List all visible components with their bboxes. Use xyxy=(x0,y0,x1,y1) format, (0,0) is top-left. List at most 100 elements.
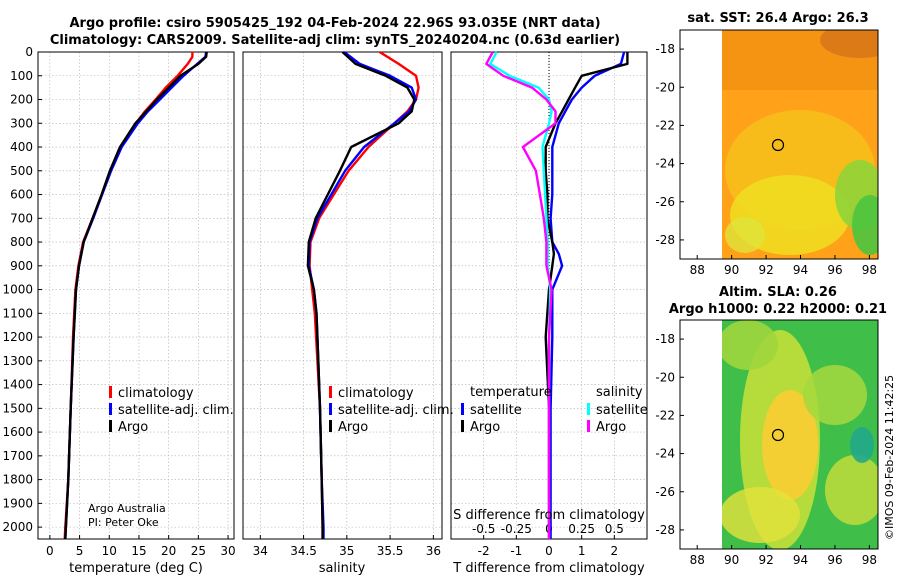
map-y-tick-label: -28 xyxy=(655,233,675,247)
s-difference-tick-label: -0.25 xyxy=(501,522,532,536)
temperature-axes-frame xyxy=(37,51,235,540)
legend-climatology: climatology xyxy=(118,386,194,401)
temperature-legend: climatology satellite-adj. clim. Argo xyxy=(109,386,234,435)
map-x-tick-label: 90 xyxy=(724,263,739,277)
map-x-tick-label: 90 xyxy=(724,553,739,567)
sla-map-field xyxy=(722,320,878,549)
sla-argo-location-marker xyxy=(771,428,785,442)
sal-legend-argo-swatch xyxy=(329,420,332,432)
map-y-tick-label: -20 xyxy=(655,370,675,384)
legend-satellite-swatch xyxy=(109,403,112,415)
diff-legend-argo-s: Argo xyxy=(596,420,626,435)
depth-tick-label: 200 xyxy=(10,93,33,107)
depth-tick-label: 600 xyxy=(10,188,33,202)
x-tick-label: 0 xyxy=(46,544,54,558)
depth-tick-label: 1000 xyxy=(2,283,33,297)
t-difference-xlabel: T difference from climatology xyxy=(452,561,645,576)
diff-legend-argo-t: Argo xyxy=(470,420,500,435)
salinity-gridlines xyxy=(243,51,442,539)
depth-tick-label: 1500 xyxy=(2,401,33,415)
x-tick-label: 25 xyxy=(191,544,206,558)
map-y-tick-label: -20 xyxy=(655,80,675,94)
map-x-tick-label: 92 xyxy=(758,553,773,567)
depth-tick-label: 800 xyxy=(10,235,33,249)
diff-legend-sat-t-swatch xyxy=(461,403,464,415)
sla-field-east xyxy=(803,365,867,425)
x-tick-label: -1 xyxy=(510,544,522,558)
x-tick-label: 35 xyxy=(339,544,354,558)
sla-map-tick-labels: 88 90 92 94 96 98 -18 -20 -22 -24 -26 -28 xyxy=(655,332,877,567)
series-line-satellite-t-diff xyxy=(549,51,626,539)
sla-map-frame xyxy=(679,319,879,550)
x-tick-label: -2 xyxy=(478,544,490,558)
x-tick-label: 0 xyxy=(545,544,553,558)
series-line-satellite-adj-clim- xyxy=(64,51,208,540)
depth-tick-label: 1200 xyxy=(2,330,33,344)
depth-tick-label: 1900 xyxy=(2,496,33,510)
map-x-tick-label: 88 xyxy=(690,263,705,277)
depth-tick-label: 1100 xyxy=(2,306,33,320)
diff-legend-temperature-heading: temperature xyxy=(470,385,552,400)
diff-legend-sat-s-swatch xyxy=(587,403,590,415)
x-tick-label: 20 xyxy=(161,544,176,558)
x-tick-label: 10 xyxy=(102,544,117,558)
series-line-argo xyxy=(306,51,416,539)
depth-tick-label: 1400 xyxy=(2,378,33,392)
depth-tick-label: 1300 xyxy=(2,354,33,368)
x-tick-label: 1 xyxy=(578,544,586,558)
legend-satellite: satellite-adj. clim. xyxy=(118,403,234,418)
legend-climatology-swatch xyxy=(109,386,112,398)
map-y-tick-label: -18 xyxy=(655,332,675,346)
map-x-tick-label: 98 xyxy=(862,553,877,567)
map-y-tick-label: -28 xyxy=(655,523,675,537)
sla-field-high xyxy=(762,390,818,500)
sst-field-southwest xyxy=(725,217,765,253)
map-x-tick-label: 92 xyxy=(758,263,773,277)
x-tick-label: 5 xyxy=(76,544,84,558)
map-y-tick-label: -26 xyxy=(655,485,675,499)
x-tick-label: 35.5 xyxy=(377,544,404,558)
depth-tick-label: 500 xyxy=(10,164,33,178)
x-tick-label: 34.5 xyxy=(290,544,317,558)
depth-tick-label: 0 xyxy=(25,45,33,59)
salinity-panel: 34 34.5 35 35.5 36 salinity climatology sate… xyxy=(242,50,454,576)
depth-tick-label: 300 xyxy=(10,116,33,130)
sal-legend-satellite: satellite-adj. clim. xyxy=(338,403,454,418)
diff-legend-argo-t-swatch xyxy=(461,420,464,432)
salinity-legend: climatology satellite-adj. clim. Argo xyxy=(329,386,454,435)
map-y-tick-label: -18 xyxy=(655,42,675,56)
x-tick-label: 36 xyxy=(426,544,441,558)
series-line-argo xyxy=(64,51,208,540)
depth-tick-label: 100 xyxy=(10,69,33,83)
depth-tick-label: 900 xyxy=(10,259,33,273)
copyright-label: ©IMOS 09-Feb-2024 11:42:25 xyxy=(883,375,896,540)
temperature-profile-lines xyxy=(63,51,208,540)
diff-legend-salinity-heading: salinity xyxy=(596,385,643,400)
x-tick-label: 30 xyxy=(220,544,235,558)
map-y-tick-label: -22 xyxy=(655,118,675,132)
depth-tick-label: 400 xyxy=(10,140,33,154)
series-line-satellite-adj-clim- xyxy=(307,51,418,539)
difference-panel: -2 -1 0 1 2 -0.5 -0.25 0 0.25 0.5 S difference f… xyxy=(450,51,648,576)
sal-legend-climatology: climatology xyxy=(338,386,414,401)
sal-legend-climatology-swatch xyxy=(329,386,332,398)
sla-map-title-2: Argo h1000: 0.22 h2000: 0.21 xyxy=(669,302,887,317)
salinity-xlabel: salinity xyxy=(319,561,366,576)
legend-argo-swatch xyxy=(109,420,112,432)
s-difference-label: S difference from climatology xyxy=(453,508,645,523)
map-x-tick-label: 94 xyxy=(793,263,808,277)
sla-field-south xyxy=(722,487,800,543)
depth-tick-label: 700 xyxy=(10,211,33,225)
series-line-argo-s-diff xyxy=(485,51,557,539)
x-tick-label: 34 xyxy=(253,544,268,558)
credit-line-1: Argo Australia xyxy=(88,502,166,515)
map-y-tick-label: -26 xyxy=(655,195,675,209)
map-x-tick-label: 96 xyxy=(827,553,842,567)
sla-map-panel: Altim. SLA: 0.26 Argo h1000: 0.22 h2000:… xyxy=(655,285,887,567)
sst-field-warm-corner xyxy=(820,30,878,58)
map-x-tick-label: 94 xyxy=(793,553,808,567)
title-line-2: Climatology: CARS2009. Satellite-adj cli… xyxy=(50,33,620,48)
difference-profile-lines xyxy=(485,51,629,539)
temperature-xlabel: temperature (deg C) xyxy=(69,561,203,576)
map-x-tick-label: 98 xyxy=(862,263,877,277)
